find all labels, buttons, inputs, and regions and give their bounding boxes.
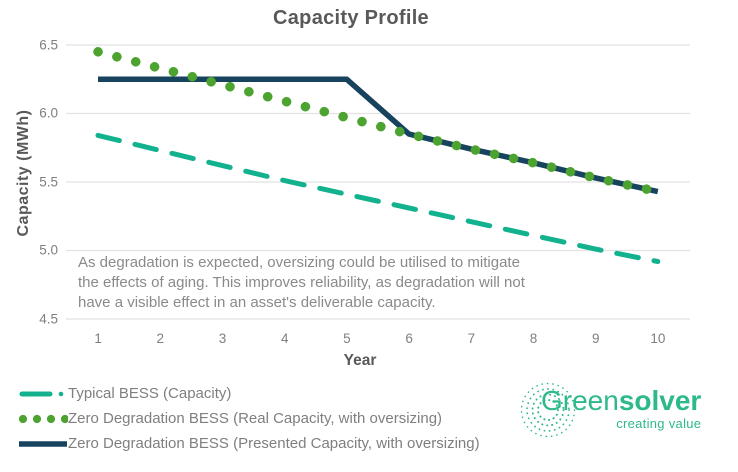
x-tick: 8: [529, 331, 538, 346]
annotation-line: have a visible effect in an asset's deli…: [78, 294, 436, 311]
x-tick: 10: [650, 331, 666, 346]
x-tick: 5: [343, 331, 351, 346]
y-tick: 5.5: [39, 174, 58, 190]
logo-brand: Greensolver: [541, 387, 701, 415]
x-tick: 2: [156, 331, 165, 346]
x-tick: 1: [94, 331, 102, 346]
solid-line-icon: [18, 438, 68, 450]
logo-brand-regular: Green: [541, 385, 619, 416]
dotted-sunburst-icon: [517, 378, 581, 449]
y-axis-title: Capacity (MWh): [15, 109, 32, 237]
x-tick: 4: [280, 331, 289, 346]
legend-item-zero-degradation-presented: Zero Degradation BESS (Presented Capacit…: [18, 431, 480, 456]
y-tick: 6.0: [39, 105, 58, 121]
x-axis-ticks: 1 2 3 4 5 6 7 8 9 10: [67, 331, 689, 346]
legend-label: Typical BESS (Capacity): [68, 385, 232, 402]
legend-item-typical-bess: Typical BESS (Capacity): [18, 381, 480, 406]
legend-label: Zero Degradation BESS (Real Capacity, wi…: [68, 410, 443, 427]
logo-text: Greensolver creating value: [541, 387, 702, 432]
y-tick: 4.5: [39, 311, 58, 327]
logo-brand-bold: solver: [618, 385, 702, 416]
x-axis-title: Year: [343, 352, 377, 369]
annotation-line: the effects of aging. This improves reli…: [78, 274, 525, 291]
annotation-line: As degradation is expected, oversizing c…: [78, 254, 520, 271]
legend: Typical BESS (Capacity) Zero Degradation…: [18, 381, 480, 456]
x-tick: 3: [218, 331, 227, 346]
x-tick: 7: [467, 331, 476, 346]
dotted-line-icon: [18, 413, 68, 425]
legend-label: Zero Degradation BESS (Presented Capacit…: [68, 435, 480, 452]
dashed-line-icon: [18, 388, 68, 400]
annotation-text: As degradation is expected, oversizing c…: [78, 253, 638, 313]
x-tick: 6: [405, 331, 413, 346]
legend-item-zero-degradation-real: Zero Degradation BESS (Real Capacity, wi…: [18, 406, 480, 431]
chart-title: Capacity Profile: [273, 7, 429, 29]
y-tick: 5.0: [39, 242, 58, 258]
x-tick: 9: [591, 331, 600, 346]
y-tick: 6.5: [39, 37, 58, 53]
greensolver-logo: Greensolver creating value: [517, 376, 727, 450]
logo-tagline: creating value: [616, 416, 702, 431]
